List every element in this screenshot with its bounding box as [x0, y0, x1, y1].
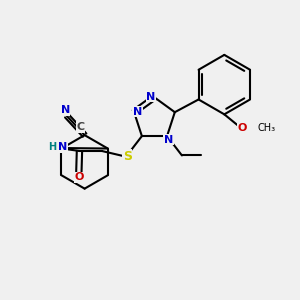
Text: S: S — [123, 149, 132, 163]
Text: N: N — [146, 92, 155, 102]
Text: N: N — [133, 106, 142, 117]
Text: CH₃: CH₃ — [257, 123, 275, 133]
Text: C: C — [76, 122, 84, 132]
Text: O: O — [74, 172, 84, 182]
Text: H: H — [49, 142, 57, 152]
Text: O: O — [238, 123, 247, 133]
Text: N: N — [61, 106, 70, 116]
Text: N: N — [58, 142, 67, 152]
Text: N: N — [164, 135, 173, 145]
